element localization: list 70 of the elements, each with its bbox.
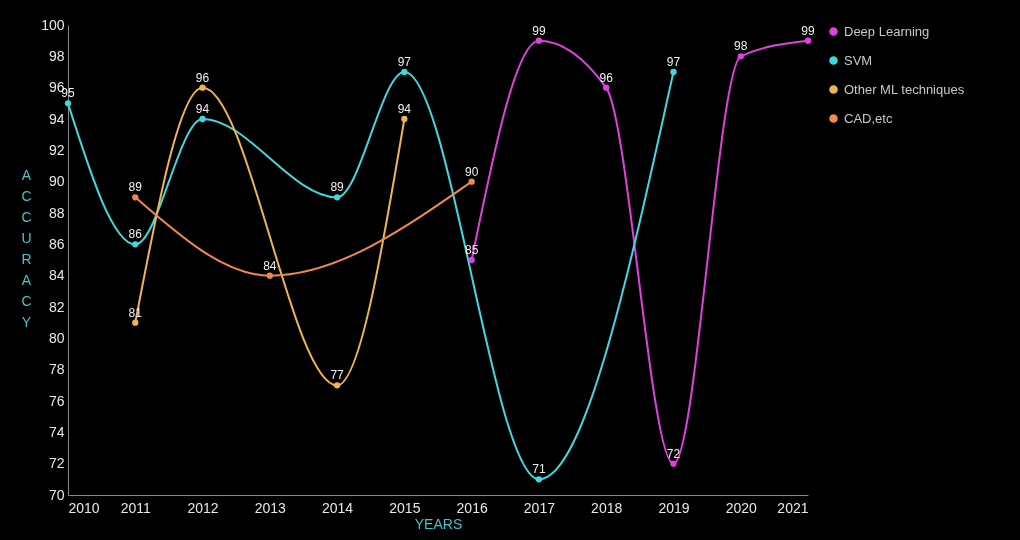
data-label: 96 [599,70,614,85]
x-tick-label: 2021 [777,499,809,516]
point [535,476,543,483]
y-tick-label: 92 [48,141,65,158]
data-label: 89 [128,180,143,195]
y-tick-label: 76 [48,392,65,409]
y-tick-label: 90 [48,173,65,190]
data-label: 97 [397,55,412,69]
point [333,194,341,201]
x-tick-label: 2019 [658,499,690,516]
data-label: 97 [666,55,681,69]
point [535,37,543,44]
legend-label: CAD,etc [844,110,893,126]
data-label: 99 [801,23,815,38]
point [132,241,139,248]
legend-label: Other ML techniques [844,81,965,97]
data-label: 77 [330,368,345,383]
x-tick-label: 2014 [322,499,354,516]
x-tick-label: 2016 [456,499,488,516]
y-tick-label: 86 [48,235,65,252]
x-tick-label: 2012 [187,499,219,516]
x-tick-label: 2015 [389,499,421,516]
point [132,194,139,201]
x-tick-label: 2020 [725,499,758,516]
x-tick-label: 2017 [523,499,556,516]
point [333,382,341,389]
x-axis-title: YEARS [414,515,463,532]
point [603,84,610,91]
x-tick-label: 2011 [120,499,152,516]
point [132,319,139,326]
data-label: 72 [666,446,681,461]
data-label: 94 [397,102,412,116]
data-label: 90 [464,164,479,179]
point [468,178,475,185]
point [401,68,408,76]
point [199,84,206,91]
data-label: 89 [330,180,345,195]
point [670,460,677,467]
data-label: 84 [263,258,277,273]
y-tick-label: 80 [48,329,65,346]
data-label: 71 [532,462,546,477]
point [468,256,475,264]
y-axis-title: ACCURACY [21,166,32,330]
y-tick-label: 88 [48,204,65,221]
y-tick-label: 72 [48,455,65,472]
y-tick-label: 94 [48,110,65,127]
point [804,37,812,44]
point [266,272,273,279]
y-tick-label: 82 [48,298,65,315]
y-tick-label: 84 [48,267,65,284]
y-tick-label: 74 [48,423,65,440]
y-tick-label: 98 [48,47,65,64]
x-tick-label: 2018 [591,499,623,516]
point [737,53,744,60]
data-label: 98 [734,39,748,54]
y-tick-label: 70 [48,486,65,503]
point [199,115,206,123]
y-tick-label: 78 [48,361,65,378]
point [401,115,408,123]
x-tick-label: 2013 [254,499,287,516]
point [64,100,72,107]
data-label: 86 [128,227,143,242]
data-label: 96 [195,70,210,85]
data-label: 94 [195,102,210,116]
point [670,68,677,76]
y-tick-label: 100 [41,16,65,33]
legend-label: Deep Learning [844,23,930,39]
x-tick-label: 2010 [68,499,100,516]
data-label: 99 [532,23,546,38]
legend-label: SVM [844,52,873,68]
